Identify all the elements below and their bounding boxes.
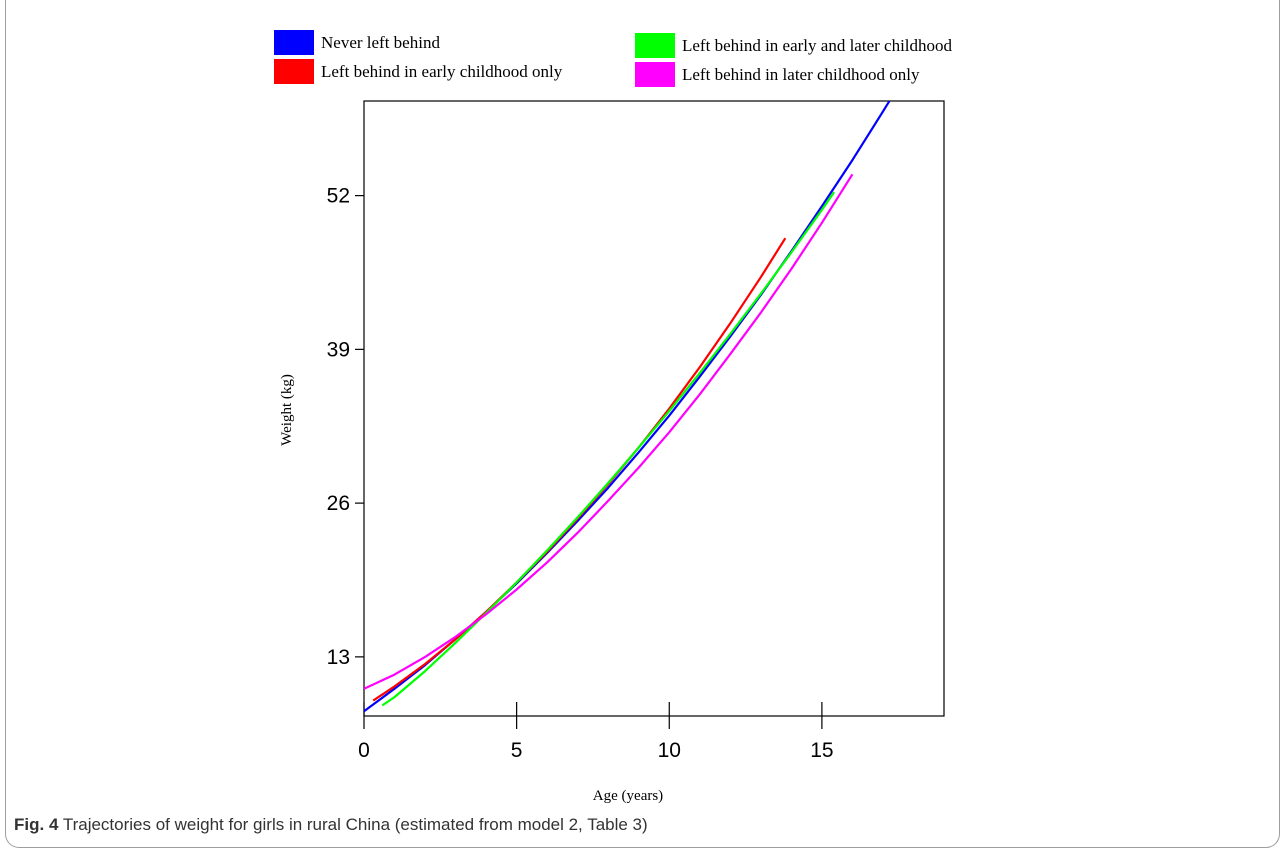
line-chart: Never left behind Left behind in early ch… [274,30,953,804]
x-axis-label: Age (years) [593,788,663,804]
series-line-1 [364,101,891,713]
series-group [364,101,891,713]
x-tick-label-15: 15 [810,739,833,762]
figure-frame [5,0,1280,848]
legend-label-4: Left behind in later childhood only [682,65,920,84]
y-tick-label-13: 13 [327,646,350,669]
legend-label-3: Left behind in early and later childhood [682,36,953,55]
series-line-2 [372,237,787,702]
legend-swatch-1 [274,30,314,55]
plot-frame [363,100,945,717]
legend-swatch-2 [274,59,314,84]
x-tick-label-0: 0 [358,739,370,762]
legend-swatch-3 [635,33,675,58]
y-tick-label-52: 52 [327,185,350,208]
series-line-3 [381,191,836,707]
x-tick-label-10: 10 [658,739,681,762]
figure-label: Fig. 4 [14,815,59,834]
legend: Never left behind Left behind in early ch… [274,30,953,87]
legend-label-1: Never left behind [321,33,440,52]
y-tick-label-26: 26 [327,492,350,515]
series-line-4 [364,173,854,690]
x-tick-label-5: 5 [511,739,523,762]
y-axis-label: Weight (kg) [279,374,295,446]
y-tick-label-39: 39 [327,338,350,361]
legend-swatch-4 [635,62,675,87]
figure-caption-text: Trajectories of weight for girls in rura… [62,815,648,834]
plot-area: 13 26 39 52 0 5 10 15 [327,100,945,762]
legend-label-2: Left behind in early childhood only [321,62,563,81]
figure-caption: Fig. 4 Trajectories of weight for girls … [14,815,648,835]
